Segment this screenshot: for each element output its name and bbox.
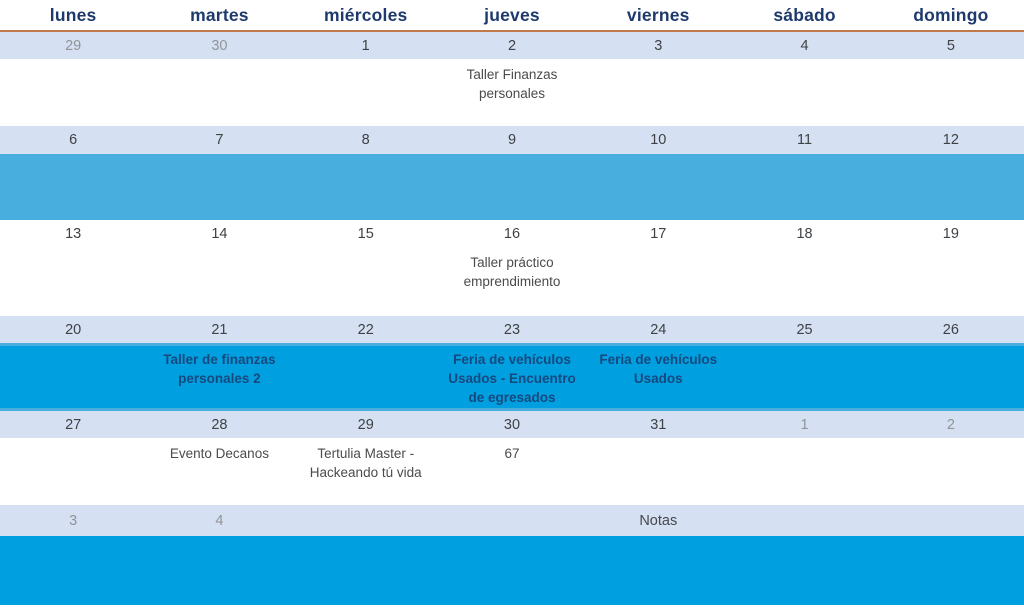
weekday-header-miercoles: miércoles: [323, 5, 408, 25]
week4-date-row: 20 21 22 23 24 25 26: [0, 316, 1024, 343]
event-label: [731, 59, 877, 103]
event-label-taller-finanzas-2: Taller de finanzas personales 2: [163, 352, 276, 386]
week4-highlight-band: Taller de finanzas personales 2 Feria de…: [0, 343, 1024, 411]
week1-event-row: Taller Finanzas personales: [0, 59, 1024, 126]
weekday-header-domingo: domingo: [913, 5, 989, 25]
date-cell: 1: [800, 416, 809, 433]
event-label: [878, 247, 1024, 291]
weekday-header-lunes: lunes: [49, 5, 97, 25]
event-label: [293, 59, 439, 103]
weekday-header-jueves: jueves: [484, 5, 540, 25]
date-cell: 15: [357, 225, 374, 242]
week3-date-row: 13 14 15 16 17 18 19: [0, 220, 1024, 247]
event-label: [878, 438, 1024, 482]
date-cell: 24: [650, 321, 667, 338]
week2-highlight-band: [0, 154, 1024, 220]
event-label: [146, 59, 292, 103]
date-cell: 19: [942, 225, 959, 242]
event-label: [0, 438, 146, 482]
date-cell: 25: [796, 321, 813, 338]
event-label: [585, 247, 731, 291]
week4-event-band: Taller de finanzas personales 2 Feria de…: [0, 346, 1024, 408]
date-cell: 9: [507, 132, 517, 148]
weekday-header-row: lunes martes miércoles jueves viernes sá…: [0, 0, 1024, 32]
weekday-header-martes: martes: [190, 5, 249, 25]
event-label-evento-decanos: Evento Decanos: [169, 446, 269, 461]
date-cell: 23: [503, 321, 521, 338]
week2-date-row: 6 7 8 9 10 11 12: [0, 126, 1024, 154]
event-label-67: 67: [504, 446, 520, 461]
event-label: [878, 59, 1024, 103]
event-label: [731, 346, 877, 407]
week5-date-row: 27 28 29 30 31 1 2: [0, 411, 1024, 438]
date-cell: 10: [650, 132, 667, 148]
date-cell: 21: [211, 321, 228, 338]
date-cell: 26: [942, 321, 959, 338]
date-cell: 7: [215, 132, 224, 148]
event-label: [0, 346, 146, 407]
date-cell: 4: [215, 512, 224, 529]
date-cell: 18: [796, 225, 813, 242]
date-cell: 1: [361, 37, 370, 54]
week3-event-row: Taller práctico emprendimiento: [0, 247, 1024, 316]
event-label: [146, 247, 292, 291]
date-cell: 12: [942, 132, 959, 148]
week5-event-row: Evento Decanos Tertulia Master - Hackean…: [0, 438, 1024, 505]
event-label-tertulia-master: Tertulia Master - Hackeando tú vida: [309, 446, 422, 480]
date-cell: 3: [654, 37, 663, 54]
event-label: [878, 346, 1024, 407]
week6-date-row: 3 4 Notas: [0, 505, 1024, 536]
date-cell: 29: [65, 37, 82, 54]
date-cell: 30: [503, 416, 521, 433]
date-cell: 5: [946, 37, 955, 54]
event-label: [731, 438, 877, 482]
date-cell: 30: [211, 37, 228, 54]
date-cell: 11: [797, 132, 813, 148]
date-cell: 29: [357, 416, 374, 433]
date-cell: 4: [800, 37, 809, 54]
event-label: [293, 346, 439, 407]
event-label-feria-usados: Feria de vehículos Usados: [599, 352, 718, 386]
week1-date-row: 29 30 1 2 3 4 5: [0, 32, 1024, 59]
weekday-header-viernes: viernes: [626, 5, 690, 25]
event-label-taller-practico: Taller práctico emprendimiento: [463, 255, 561, 289]
date-cell: 6: [69, 132, 78, 148]
date-cell: 16: [503, 225, 521, 242]
date-cell: 14: [211, 225, 228, 242]
event-label: [0, 59, 146, 103]
event-label: [731, 247, 877, 291]
date-cell: 17: [650, 225, 667, 242]
date-cell: 20: [65, 321, 82, 338]
weekday-header-sabado: sábado: [773, 5, 836, 25]
notas-band: [0, 536, 1024, 605]
date-cell: 28: [211, 416, 228, 433]
date-cell: 22: [357, 321, 374, 338]
date-cell: 8: [361, 132, 370, 148]
event-label: [585, 59, 731, 103]
date-cell: 27: [65, 416, 82, 433]
event-label-taller-finanzas: Taller Finanzas personales: [466, 67, 558, 101]
notas-label: Notas: [639, 512, 678, 529]
event-label-feria-encuentro: Feria de vehículos Usados - Encuentro de…: [448, 352, 576, 405]
event-label: [0, 247, 146, 291]
date-cell: 3: [69, 512, 78, 529]
date-cell: 13: [65, 225, 82, 242]
event-label: [585, 438, 731, 482]
date-cell: 2: [507, 37, 517, 54]
date-cell: 2: [946, 416, 955, 433]
date-cell: 31: [650, 416, 667, 433]
event-label: [293, 247, 439, 291]
